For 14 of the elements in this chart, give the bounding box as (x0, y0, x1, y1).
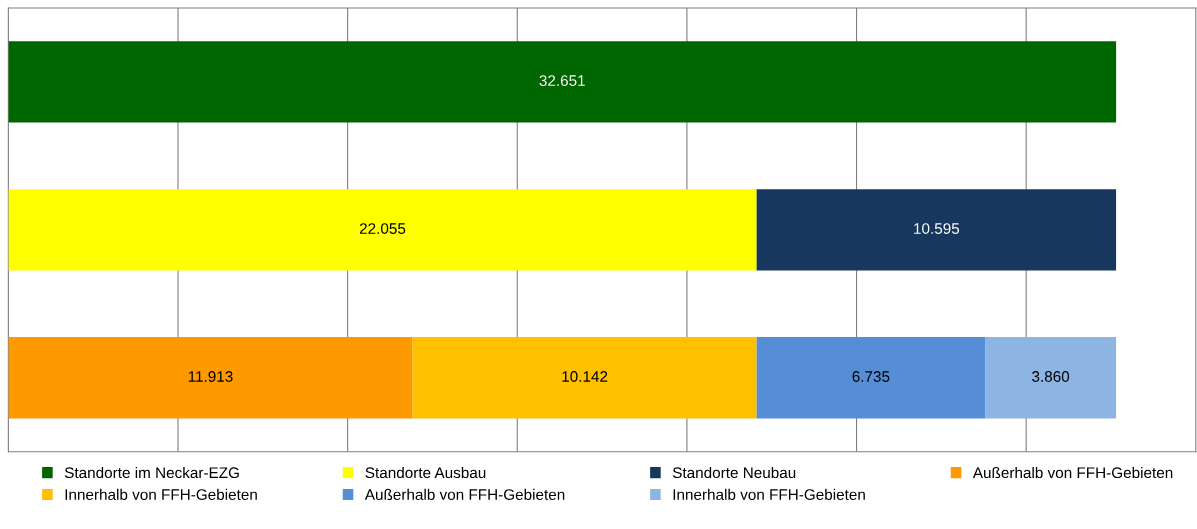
legend-label: Standorte Ausbau (365, 466, 486, 479)
data-label: 11.913 (188, 371, 233, 382)
data-label: 32.651 (539, 75, 585, 87)
data-label: 6.735 (852, 371, 890, 382)
legend-label: Innerhalb von FFH-Gebieten (673, 488, 865, 500)
data-label: 10.142 (562, 371, 608, 382)
legend-label: Standorte im Neckar-EZG (64, 466, 239, 479)
data-label: 3.860 (1032, 371, 1070, 382)
legend-label: Standorte Neubau (672, 466, 796, 479)
legend-label: Außerhalb von FFH-Gebieten (972, 466, 1173, 479)
legend-label: Innerhalb von FFH-Gebieten (65, 488, 257, 500)
data-label: 22.055 (359, 223, 406, 234)
legend-label: Außerhalb von FFH-Gebieten (364, 488, 565, 500)
data-label: 10.595 (914, 223, 960, 234)
